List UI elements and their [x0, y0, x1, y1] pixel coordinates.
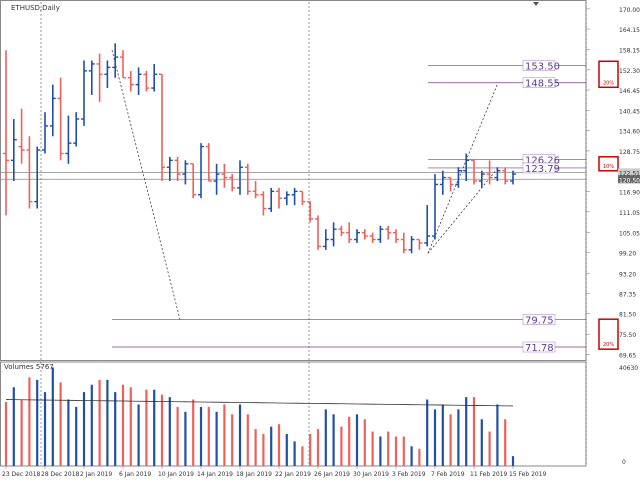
date-tick-label: 26 Jan 2019: [314, 471, 350, 478]
date-tick-label: 18 Jan 2019: [236, 471, 272, 478]
price-tick-label: 170.00: [619, 7, 640, 14]
ohlc-bars: [3, 43, 516, 254]
date-tick-label: 30 Jan 2019: [353, 471, 389, 478]
fib-level-label: 148.55: [525, 79, 560, 90]
grid-layer: [0, 0, 587, 467]
volume-average-line: [5, 399, 514, 407]
price-tick-label: 93.20: [619, 271, 636, 278]
fib-level-label: 71.78: [525, 343, 554, 354]
fib-level-label: 79.75: [525, 316, 554, 327]
level-badge[interactable]: [598, 60, 619, 89]
current-price-box: [618, 175, 640, 184]
level-badge[interactable]: [598, 318, 619, 350]
chart-shift-marker[interactable]: [533, 2, 539, 6]
price-tick-label: 105.05: [619, 230, 640, 237]
current-price-label: 120.50: [619, 177, 640, 184]
price-tick-label: 69.65: [619, 352, 636, 359]
fib-level-box: [522, 341, 556, 353]
fib-level-box: [522, 314, 556, 325]
date-tick-label: 22 Jan 2019: [275, 471, 311, 478]
fib-level-label: 123.79: [525, 164, 560, 175]
date-tick-label: 2 Jan 2019: [80, 471, 112, 478]
price-pane-frame: [0, 0, 587, 361]
fib-level-label: 126.26: [525, 155, 560, 166]
price-tick-label: 111.05: [619, 210, 640, 217]
price-tick-label: 87.35: [619, 291, 636, 298]
date-tick-label: 15 Feb 2019: [509, 471, 547, 478]
date-tick-label: 3 Feb 2019: [392, 471, 426, 478]
fib-level-label: 153.50: [525, 62, 560, 73]
price-tick-label: 116.90: [619, 190, 640, 197]
level-badge-label: 20%: [603, 80, 614, 86]
date-tick-label: 14 Jan 2019: [197, 471, 233, 478]
date-tick-label: 11 Feb 2019: [470, 471, 508, 478]
price-tick-label: 99.20: [619, 251, 636, 258]
date-tick-label: 10 Jan 2019: [158, 471, 194, 478]
date-tick-label: 23 Dec 2018: [2, 471, 41, 478]
level-badge[interactable]: [598, 156, 619, 172]
price-tick-label: 75.50: [619, 332, 636, 339]
symbol-label: ETHUSD,Daily: [11, 4, 60, 12]
current-price-box: [618, 168, 640, 177]
current-price-label: 122.51: [619, 170, 640, 177]
price-tick-label: 81.50: [619, 312, 636, 319]
price-tick-label: 140.45: [619, 109, 640, 116]
trend-line-up[interactable]: [427, 82, 499, 254]
level-badge-label: 10%: [603, 164, 614, 170]
volume-label: Volumes 5767: [4, 363, 54, 371]
date-tick-label: 7 Feb 2019: [431, 471, 465, 478]
volume-min-label: 0: [622, 459, 626, 466]
price-tick-label: 158.15: [619, 48, 640, 55]
fib-level-box: [522, 77, 556, 89]
volume-max-label: 40630: [619, 365, 638, 372]
trend-lines[interactable]: [111, 50, 499, 320]
price-tick-label: 134.60: [619, 129, 640, 136]
level-badge-label: 20%: [603, 342, 614, 348]
price-tick-label: 152.30: [619, 68, 640, 75]
price-tick-label: 164.15: [619, 27, 640, 34]
price-tick-label: 146.45: [619, 88, 640, 95]
fib-level-box: [522, 162, 556, 174]
date-tick-label: 6 Jan 2019: [119, 471, 151, 478]
date-tick-label: 28 Dec 2018: [41, 471, 80, 478]
volume-histogram: [4, 367, 515, 466]
price-tick-label: 128.75: [619, 149, 640, 156]
fib-level-box: [522, 60, 556, 71]
